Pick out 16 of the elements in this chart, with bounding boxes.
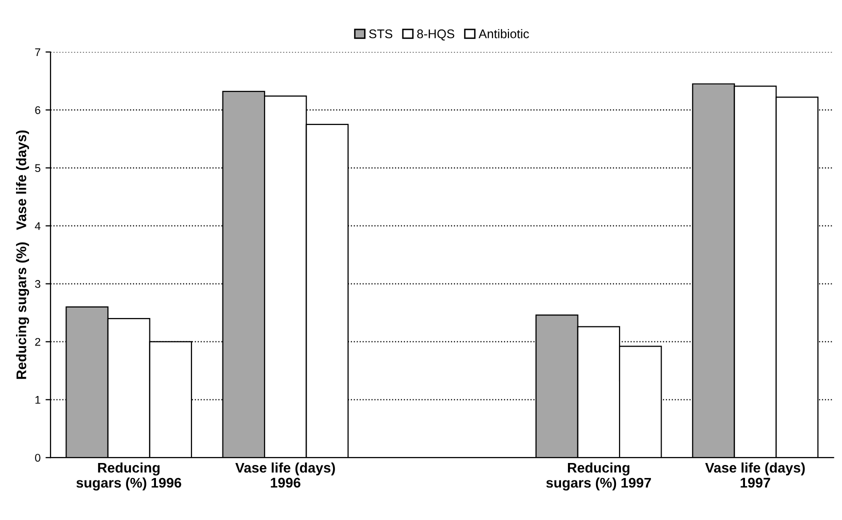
y-tick-label: 4	[34, 222, 40, 230]
legend-label: STS	[369, 29, 392, 38]
y-tick-label: 5	[35, 164, 40, 172]
legend-label: Antibiotic	[478, 29, 529, 38]
y-tick-label: 1	[35, 396, 40, 404]
y-axis-title: Reducing sugars (%) Vase life (days)	[16, 130, 30, 379]
legend-label: 8-HQS	[417, 29, 454, 41]
y-tick-label: 6	[35, 106, 40, 114]
x-tick-label: Vase life (days) 1997	[705, 462, 805, 488]
x-tick-label: Reducing sugars (%) 1997	[546, 462, 651, 490]
x-tick-label: Reducing sugars (%) 1996	[76, 462, 182, 490]
y-tick-label: 3	[35, 280, 40, 288]
y-tick-label: 7	[35, 48, 40, 56]
x-tick-label: Vase life (days) 1996	[235, 462, 335, 488]
y-tick-label: 2	[35, 338, 40, 346]
y-tick-label: 0	[35, 454, 40, 462]
